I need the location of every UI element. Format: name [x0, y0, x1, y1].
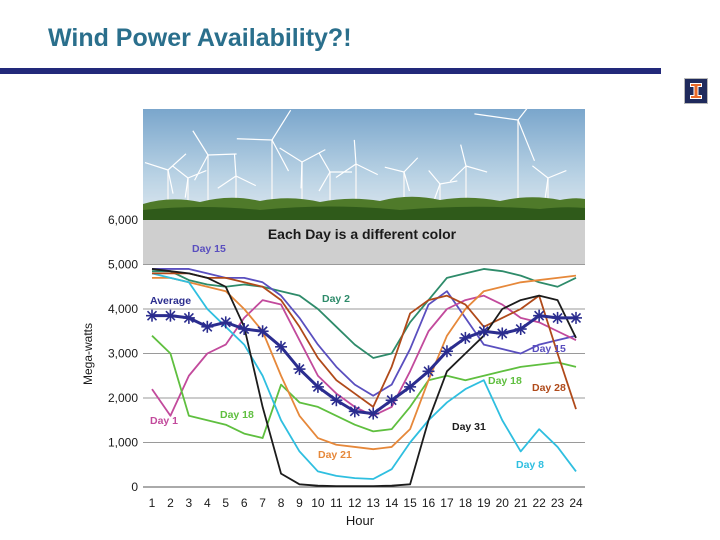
average-point-marker	[219, 316, 232, 329]
average-point-marker	[330, 394, 343, 407]
series-label: Day 28	[532, 382, 566, 394]
average-point-marker	[275, 340, 288, 353]
x-tick-label: 9	[296, 496, 303, 510]
x-tick-label: 13	[367, 496, 381, 510]
average-point-marker	[201, 320, 214, 333]
average-point-marker	[477, 325, 490, 338]
title-rule	[0, 68, 661, 74]
chart-title-band	[143, 220, 585, 265]
x-tick-label: 22	[532, 496, 546, 510]
y-tick-label: 2,000	[108, 391, 138, 405]
y-axis-label: Mega-watts	[81, 323, 95, 385]
x-tick-label: 4	[204, 496, 211, 510]
average-point-marker	[367, 407, 380, 420]
series-day-31-line	[151, 268, 577, 488]
series-day-21-line	[152, 274, 577, 451]
average-point-marker	[533, 309, 546, 322]
average-point-marker	[182, 311, 195, 324]
x-tick-label: 2	[167, 496, 174, 510]
series-label: Day 15	[192, 243, 226, 255]
series-label: Average	[150, 295, 191, 307]
x-tick-label: 19	[477, 496, 491, 510]
series-label: Day 31	[452, 421, 486, 433]
x-tick-label: 10	[311, 496, 325, 510]
x-tick-label: 12	[348, 496, 362, 510]
wind-turbines-photo	[143, 100, 585, 220]
x-tick-label: 16	[422, 496, 436, 510]
y-tick-label: 0	[131, 480, 138, 494]
series-label: Day 15	[532, 343, 566, 355]
x-axis-label: Hour	[346, 513, 375, 528]
x-tick-label: 24	[569, 496, 583, 510]
series-label: Day 8	[516, 459, 544, 471]
series-label: Day 2	[322, 293, 350, 305]
y-tick-label: 6,000	[108, 213, 138, 227]
average-point-marker	[459, 331, 472, 344]
y-tick-label: 5,000	[108, 258, 138, 272]
average-point-marker	[348, 405, 361, 418]
series-label: Day 18	[220, 409, 254, 421]
x-tick-label: 21	[514, 496, 528, 510]
average-point-marker	[422, 365, 435, 378]
x-tick-label: 6	[241, 496, 248, 510]
average-point-marker	[514, 323, 527, 336]
x-tick-label: 8	[278, 496, 285, 510]
y-tick-label: 4,000	[108, 302, 138, 316]
x-tick-label: 17	[440, 496, 454, 510]
series-lines	[146, 268, 582, 488]
y-axis: 0 1,000 2,000 3,000 4,000 5,000 6,000	[108, 213, 138, 494]
x-tick-label: 18	[459, 496, 473, 510]
average-point-marker	[570, 311, 582, 324]
slide-title: Wind Power Availability?!	[48, 24, 352, 52]
illinois-block-i-icon	[684, 78, 708, 104]
y-tick-label: 1,000	[108, 436, 138, 450]
x-tick-label: 23	[551, 496, 565, 510]
x-tick-label: 5	[222, 496, 229, 510]
average-point-marker	[256, 325, 269, 338]
x-tick-label: 14	[385, 496, 399, 510]
average-point-marker	[164, 309, 177, 322]
series-labels: Day 2 Day 15 Day 15 Day 1 Day 18 Day 18 Day 21…	[150, 243, 566, 471]
x-tick-label: 1	[149, 496, 156, 510]
series-day-2-line	[152, 268, 577, 359]
series-label: Day 21	[318, 449, 352, 461]
average-point-marker	[146, 309, 158, 322]
average-point-marker	[238, 323, 251, 336]
average-point-marker	[440, 345, 453, 358]
x-tick-label: 3	[186, 496, 193, 510]
average-point-marker	[385, 394, 398, 407]
x-tick-label: 7	[259, 496, 266, 510]
x-tick-label: 20	[496, 496, 510, 510]
wind-power-chart: Each Day is a different color 0 1,000 2,00…	[81, 100, 585, 528]
average-point-marker	[293, 363, 306, 376]
average-point-marker	[551, 311, 564, 324]
series-day-28-line	[152, 272, 577, 410]
series-label: Day 1	[150, 415, 178, 427]
x-axis: 1 2 3 4 5 6 7 8 9 10 11 12 13 14 15 16 17 18 19 20 21 22 23 24	[149, 496, 583, 510]
series-label: Day 18	[488, 375, 522, 387]
average-point-marker	[404, 380, 417, 393]
x-tick-label: 11	[330, 496, 343, 510]
average-point-marker	[496, 327, 509, 340]
x-tick-label: 15	[403, 496, 417, 510]
average-point-marker	[311, 380, 324, 393]
series-day-18-line	[151, 335, 577, 439]
chart-title: Each Day is a different color	[268, 226, 457, 242]
y-tick-label: 3,000	[108, 347, 138, 361]
